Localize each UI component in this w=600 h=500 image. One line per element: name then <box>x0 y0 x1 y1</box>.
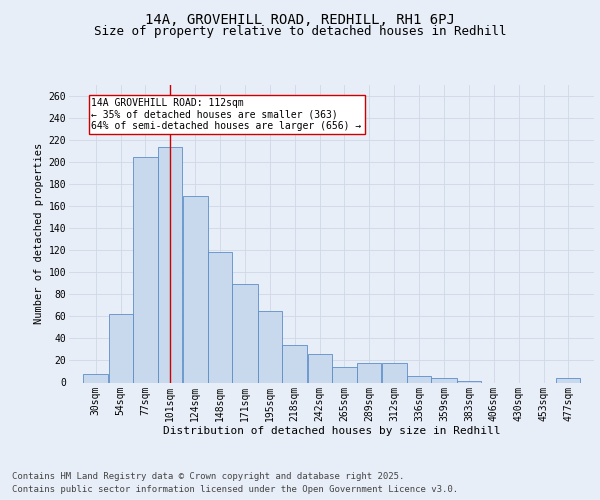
Bar <box>358 362 382 382</box>
Bar <box>83 374 108 382</box>
Bar <box>232 284 257 382</box>
Y-axis label: Number of detached properties: Number of detached properties <box>34 143 44 324</box>
Bar <box>258 311 282 382</box>
Bar <box>158 146 182 382</box>
Text: Contains HM Land Registry data © Crown copyright and database right 2025.: Contains HM Land Registry data © Crown c… <box>12 472 404 481</box>
Bar <box>556 378 580 382</box>
Bar <box>182 196 208 382</box>
Text: Size of property relative to detached houses in Redhill: Size of property relative to detached ho… <box>94 25 506 38</box>
Text: 14A GROVEHILL ROAD: 112sqm
← 35% of detached houses are smaller (363)
64% of sem: 14A GROVEHILL ROAD: 112sqm ← 35% of deta… <box>91 98 362 132</box>
Bar <box>282 345 307 383</box>
Bar <box>133 156 158 382</box>
Text: 14A, GROVEHILL ROAD, REDHILL, RH1 6PJ: 14A, GROVEHILL ROAD, REDHILL, RH1 6PJ <box>145 12 455 26</box>
Bar <box>308 354 332 382</box>
Text: Contains public sector information licensed under the Open Government Licence v3: Contains public sector information licen… <box>12 485 458 494</box>
Bar <box>109 314 133 382</box>
Bar <box>208 252 232 382</box>
Bar <box>431 378 457 382</box>
Bar <box>407 376 431 382</box>
X-axis label: Distribution of detached houses by size in Redhill: Distribution of detached houses by size … <box>163 426 500 436</box>
Bar <box>382 362 407 382</box>
Bar <box>332 367 357 382</box>
